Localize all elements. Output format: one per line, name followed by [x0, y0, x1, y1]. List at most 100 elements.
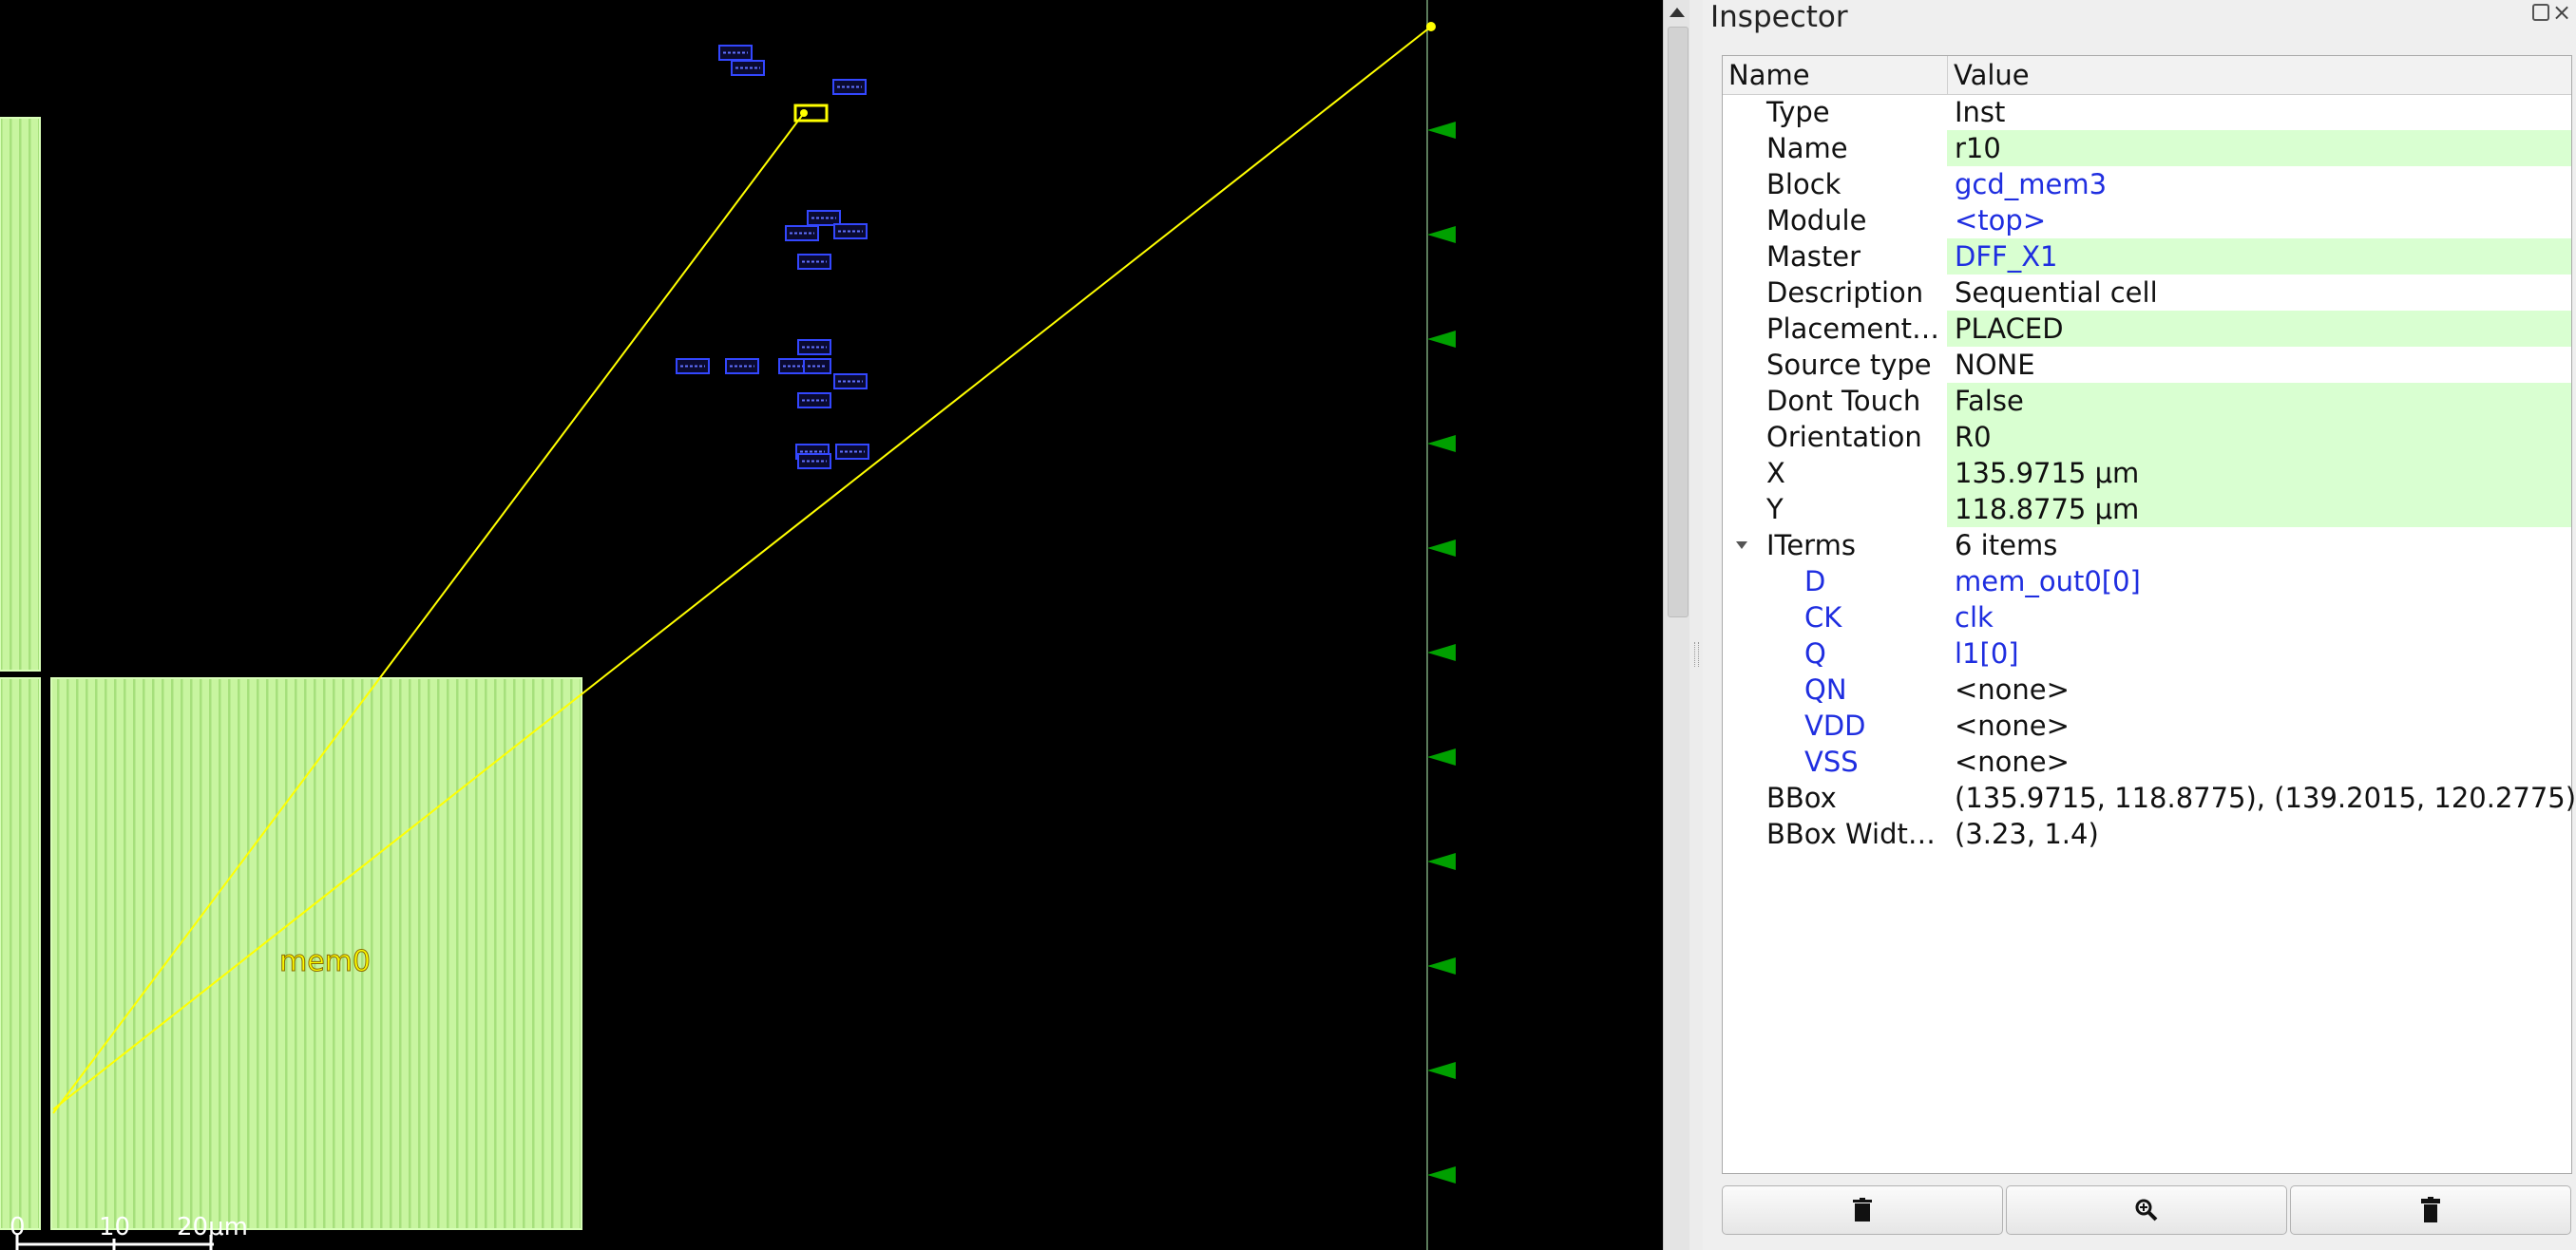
property-value[interactable]: mem_out0[0]: [1955, 565, 2141, 597]
float-dock-icon[interactable]: [2532, 4, 2549, 21]
iterm-row[interactable]: VDD <none>: [1723, 708, 2571, 744]
property-value: False: [1947, 383, 2571, 419]
dock-splitter[interactable]: [1689, 0, 1703, 1250]
property-row[interactable]: Placement… PLACED: [1723, 311, 2571, 347]
property-value: 118.8775 μm: [1947, 491, 2571, 527]
inspector-panel: Inspector × Name Value Type Inst Name r10 Bl…: [1703, 0, 2576, 1250]
property-value: Inst: [1955, 96, 2006, 128]
property-value[interactable]: l1[0]: [1955, 637, 2019, 670]
property-name: BBox Widt…: [1766, 818, 1936, 850]
layout-viewer-canvas[interactable]: mem0 0 10 20μm: [0, 0, 1663, 1250]
scrollbar-thumb[interactable]: [1668, 27, 1689, 617]
property-name: Placement…: [1766, 312, 1939, 345]
scale-label-20: 20μm: [177, 1213, 248, 1241]
property-value: PLACED: [1947, 311, 2571, 347]
pin-marker: [1427, 748, 1456, 766]
pin-endpoint-dot: [1426, 22, 1436, 31]
property-name: Source type: [1766, 349, 1932, 381]
property-row[interactable]: BBox Widt… (3.23, 1.4): [1723, 816, 2571, 852]
property-name: Orientation: [1766, 421, 1922, 453]
clear-selection-button[interactable]: [2290, 1185, 2571, 1235]
layout-canvas-svg[interactable]: mem0 0 10 20μm: [0, 0, 1663, 1250]
scale-bar: 0 10 20μm: [10, 1213, 248, 1250]
property-row[interactable]: Module <top>: [1723, 202, 2571, 238]
property-name: Block: [1766, 168, 1841, 200]
layout-vertical-scrollbar[interactable]: [1663, 0, 1690, 1250]
property-name: VDD: [1804, 710, 1866, 742]
iterm-row[interactable]: VSS <none>: [1723, 744, 2571, 780]
property-value: <none>: [1955, 673, 2070, 706]
clear-icon: [2421, 1197, 2440, 1222]
property-row[interactable]: Y 118.8775 μm: [1723, 491, 2571, 527]
property-value: <none>: [1955, 746, 2070, 778]
delete-button[interactable]: [1722, 1185, 2003, 1235]
property-row[interactable]: Type Inst: [1723, 94, 2571, 130]
property-value: NONE: [1955, 349, 2035, 381]
pin-marker: [1427, 1166, 1456, 1184]
property-tree[interactable]: Name Value Type Inst Name r10 Block gcd_mem3 M…: [1722, 55, 2576, 1174]
expand-arrow-icon[interactable]: [1736, 541, 1747, 549]
zoom-to-button[interactable]: [2006, 1185, 2287, 1235]
pin-marker: [1427, 331, 1456, 348]
macro-block-mem0[interactable]: [50, 677, 582, 1230]
io-pin-markers: [1427, 122, 1456, 1184]
property-value: Sequential cell: [1955, 276, 2158, 309]
property-value[interactable]: clk: [1955, 601, 1994, 634]
delete-icon: [1853, 1198, 1872, 1222]
pin-marker: [1427, 540, 1456, 557]
scale-label-0: 0: [10, 1213, 26, 1241]
property-row[interactable]: Master DFF_X1: [1723, 238, 2571, 275]
zoom-icon: [2135, 1199, 2158, 1222]
column-header-value[interactable]: Value: [1947, 56, 2030, 94]
standard-cells: [676, 45, 869, 469]
property-row[interactable]: BBox (135.9715, 118.8775), (139.2015, 120…: [1723, 780, 2576, 816]
property-tree-header: Name Value: [1723, 56, 2571, 95]
property-name: Name: [1766, 132, 1848, 164]
selected-instance-r10[interactable]: [793, 104, 829, 123]
property-row[interactable]: Description Sequential cell: [1723, 275, 2571, 311]
property-value: <none>: [1955, 710, 2070, 742]
property-value[interactable]: <top>: [1955, 204, 2047, 237]
property-name: D: [1804, 565, 1826, 597]
inspector-button-bar: [1722, 1185, 2572, 1235]
splitter-grip: [1694, 642, 1699, 667]
scroll-up-arrow-icon[interactable]: [1670, 8, 1685, 17]
property-value: (135.9715, 118.8775), (139.2015, 120.277…: [1955, 782, 2576, 814]
property-value: 135.9715 μm: [1947, 455, 2571, 491]
macro-block-left-top[interactable]: [0, 117, 41, 672]
property-value[interactable]: DFF_X1: [1947, 238, 2571, 275]
pin-marker: [1427, 122, 1456, 139]
macro-block-left-bottom[interactable]: [0, 677, 41, 1230]
iterm-row[interactable]: QN <none>: [1723, 672, 2571, 708]
property-row[interactable]: Source type NONE: [1723, 347, 2571, 383]
property-row[interactable]: Block gcd_mem3: [1723, 166, 2571, 202]
pin-marker: [1427, 1062, 1456, 1079]
macro-label-mem0: mem0: [279, 945, 371, 978]
property-name: CK: [1804, 601, 1842, 634]
pin-marker: [1427, 957, 1456, 975]
property-name: Description: [1766, 276, 1924, 309]
property-value: R0: [1947, 419, 2571, 455]
property-row[interactable]: X 135.9715 μm: [1723, 455, 2571, 491]
iterm-row[interactable]: CK clk: [1723, 599, 2571, 635]
property-name: BBox: [1766, 782, 1837, 814]
pin-marker: [1427, 226, 1456, 243]
property-name: ITerms: [1766, 529, 1856, 561]
property-name: Dont Touch: [1766, 385, 1921, 417]
property-name: Master: [1766, 240, 1861, 273]
column-header-name[interactable]: Name: [1728, 59, 1810, 91]
property-row[interactable]: Orientation R0: [1723, 419, 2571, 455]
pin-marker: [1427, 435, 1456, 452]
property-row[interactable]: ITerms 6 items: [1723, 527, 2571, 563]
property-value: r10: [1947, 130, 2571, 166]
property-row[interactable]: Name r10: [1723, 130, 2571, 166]
property-row[interactable]: Dont Touch False: [1723, 383, 2571, 419]
flight-line-to-pin: [52, 26, 1432, 1110]
close-icon[interactable]: ×: [2551, 0, 2572, 26]
property-value[interactable]: gcd_mem3: [1955, 168, 2108, 200]
inspector-title: Inspector: [1710, 0, 1848, 34]
flight-line-to-cell: [52, 112, 805, 1114]
property-name: Module: [1766, 204, 1867, 237]
